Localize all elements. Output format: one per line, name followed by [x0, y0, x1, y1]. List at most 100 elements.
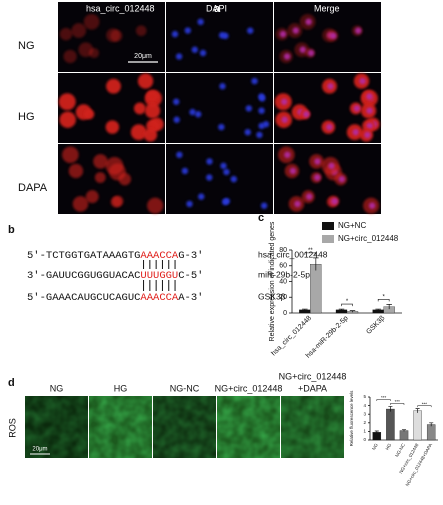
- cell-signal: [58, 93, 76, 111]
- micrograph: [166, 73, 273, 143]
- nucleus: [206, 174, 213, 181]
- column-header: +DAPA: [298, 383, 327, 393]
- nucleus: [219, 83, 226, 90]
- significance-bracket: [390, 403, 405, 405]
- nucleus: [245, 105, 253, 112]
- y-tick-label: 3: [363, 411, 366, 416]
- nucleus: [176, 151, 183, 159]
- column-header: NG-NC: [170, 383, 200, 393]
- cell-signal: [88, 47, 100, 59]
- y-tick-label: 0: [363, 437, 366, 442]
- nucleus: [364, 131, 371, 139]
- nucleus: [230, 175, 237, 183]
- column-header: Merge: [314, 3, 340, 13]
- nucleus: [173, 116, 180, 123]
- ros-texture: [25, 396, 88, 458]
- legend-swatch: [322, 235, 334, 243]
- cell-signal: [71, 23, 87, 38]
- cell-signal: [130, 124, 147, 141]
- ros-texture: [217, 396, 280, 458]
- nucleus: [368, 202, 376, 209]
- cell-signal: [137, 73, 154, 89]
- nucleus: [306, 193, 313, 200]
- nucleus: [338, 175, 345, 183]
- cells: [58, 73, 164, 142]
- cell-signal: [63, 49, 77, 64]
- column-header: HG: [114, 383, 128, 393]
- sequence-name: hsa_circ_0012448: [258, 249, 328, 259]
- scale-bar-label: 20μm: [32, 447, 47, 453]
- sequence: 5'-TCTGGTGATAAAGTGAAACCAG-3': [27, 250, 203, 262]
- ros-images: [25, 396, 344, 458]
- cells: [176, 151, 268, 209]
- ros-texture: [281, 396, 344, 458]
- nucleus: [218, 123, 225, 131]
- cells: [62, 146, 164, 214]
- error-bar: [338, 308, 345, 311]
- nucleus: [326, 123, 333, 131]
- nucleus: [191, 46, 198, 53]
- error-bar: [313, 257, 319, 271]
- nucleus: [294, 200, 301, 208]
- sequence-name: GSK3β: [258, 291, 286, 301]
- nucleus: [256, 131, 263, 139]
- error-bar: [415, 408, 420, 413]
- nucleus: [260, 202, 268, 209]
- x-tick-label: NG: [371, 442, 379, 451]
- row-label: NG: [18, 40, 35, 52]
- y-tick-label: 4: [363, 403, 366, 408]
- nucleus: [289, 167, 297, 175]
- nucleus: [181, 167, 189, 175]
- legend-label: NG+circ_012448: [338, 234, 399, 243]
- y-tick-label: 60: [279, 263, 287, 270]
- cell-signal: [106, 78, 121, 94]
- nucleus: [366, 93, 373, 100]
- sequence-flank: 5'-GAAACAUGCUCAGUC: [27, 292, 140, 304]
- significance-label: ***: [422, 401, 428, 406]
- cell-signal: [93, 154, 108, 169]
- column-header: NG+circ_012448: [215, 383, 283, 393]
- sequence-flank: 3'-GAUUCGGUGGUACAC: [27, 270, 140, 282]
- sequence-flank: 5'-TCTGGTGATAAAGTG: [27, 250, 140, 262]
- nucleus: [283, 53, 291, 60]
- cell-signal: [133, 102, 146, 115]
- y-tick-label: 80: [279, 247, 287, 254]
- nucleus: [359, 77, 366, 85]
- nucleus: [247, 27, 254, 34]
- nucleus: [189, 108, 196, 116]
- significance-label: **: [308, 248, 313, 254]
- cell-signal: [72, 196, 89, 212]
- y-tick-label: 0: [283, 310, 287, 317]
- nucleus: [284, 151, 291, 159]
- column-header: DAPI: [206, 3, 227, 13]
- cell-signal: [147, 197, 164, 214]
- nucleus: [244, 128, 251, 136]
- cell-signal: [135, 25, 147, 37]
- nucleus: [171, 30, 179, 38]
- column-header: hsa_circ_012448: [86, 3, 155, 13]
- nucleus: [186, 200, 193, 208]
- nucleus: [353, 105, 361, 112]
- nucleus: [305, 18, 312, 26]
- bar: [426, 424, 436, 441]
- panel-label: b: [8, 224, 15, 236]
- nucleus: [281, 116, 288, 123]
- significance-bracket: [376, 399, 391, 401]
- cell-signal: [59, 111, 76, 128]
- cells: [59, 13, 147, 64]
- y-tick-label: 20: [279, 294, 287, 301]
- binding-site: AAACCA: [140, 292, 179, 304]
- nucleus: [327, 83, 334, 90]
- nucleus: [328, 162, 335, 170]
- y-tick-label: 1: [363, 429, 366, 434]
- nucleus: [258, 93, 265, 100]
- y-axis-label: Relative expression of indicated genes: [269, 221, 276, 341]
- nucleus: [220, 162, 227, 170]
- x-tick-label: HG: [385, 442, 393, 451]
- legend-label: NG+NC: [338, 221, 366, 230]
- panel-label: c: [258, 212, 264, 224]
- cells: [173, 77, 270, 139]
- nucleus: [355, 27, 362, 34]
- cell-signal: [143, 128, 158, 142]
- y-tick-label: 5: [363, 394, 366, 399]
